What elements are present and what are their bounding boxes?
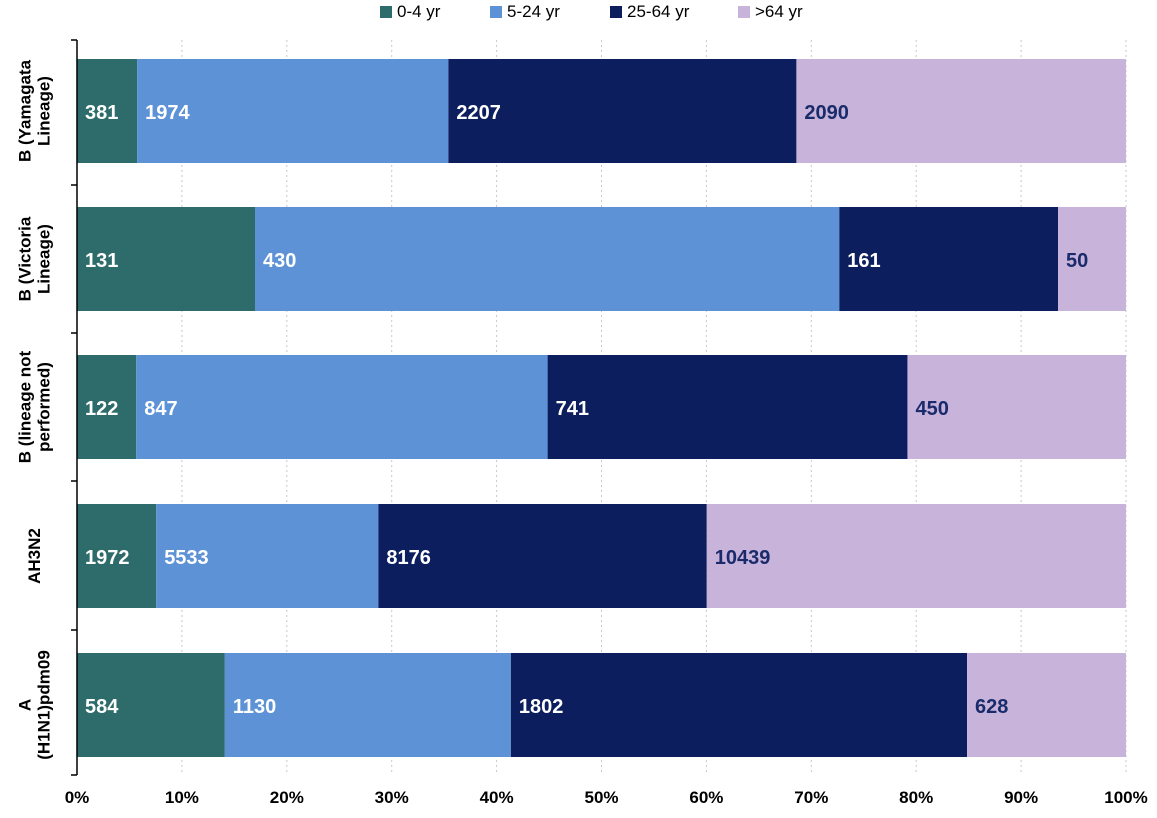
data-label: 847 — [144, 398, 177, 420]
data-label: 131 — [85, 250, 118, 272]
bar-segment — [156, 504, 379, 608]
data-label: 2207 — [456, 102, 501, 124]
data-label: 1974 — [145, 102, 190, 124]
bar-segment — [77, 59, 138, 163]
x-tick-label: 70% — [794, 788, 828, 807]
x-tick-label: 60% — [689, 788, 723, 807]
x-tick-label: 90% — [1004, 788, 1038, 807]
category-label: B (Yamagata Lineage) — [16, 59, 54, 162]
bar-segment — [77, 504, 157, 608]
data-label: 50 — [1066, 250, 1088, 272]
bar-segment — [137, 59, 449, 163]
bar-segment — [77, 355, 137, 459]
category-label-line: A — [16, 699, 35, 711]
x-tick-label: 40% — [480, 788, 514, 807]
bar-segment — [907, 355, 1126, 459]
bar-segment — [77, 207, 256, 311]
bar-segment — [448, 59, 797, 163]
bar-segment — [839, 207, 1059, 311]
x-tick-label: 80% — [899, 788, 933, 807]
category-label: AH3N2 — [25, 528, 44, 584]
data-label: 381 — [85, 102, 118, 124]
category-label: B (lineage not performed) — [16, 350, 54, 463]
bars-layer — [77, 59, 1126, 757]
category-label-line: AH3N2 — [25, 528, 44, 584]
category-label-line: Lineage) — [35, 224, 54, 294]
x-tick-label: 50% — [584, 788, 618, 807]
legend-swatch — [380, 6, 392, 18]
data-label: 1802 — [519, 696, 564, 718]
legend-swatch — [610, 6, 622, 18]
legend-label: >64 yr — [755, 2, 803, 21]
x-tick-label: 30% — [375, 788, 409, 807]
legend-swatch — [738, 6, 750, 18]
x-tick-label: 20% — [270, 788, 304, 807]
category-label: A (H1N1)pdm09 — [16, 650, 54, 760]
legend: 0-4 yr 5-24 yr 25-64 yr >64 yr — [380, 2, 803, 21]
category-label-line: B (Victoria — [16, 216, 35, 301]
category-label-line: B (Yamagata — [16, 59, 35, 162]
legend-label: 25-64 yr — [627, 2, 690, 21]
bar-segment — [706, 504, 1126, 608]
data-labels-layer: 381 1974 2207 2090 131 430 161 50 122 847 741 450 19… — [85, 102, 1088, 718]
data-label: 430 — [263, 250, 296, 272]
legend-label: 0-4 yr — [397, 2, 441, 21]
category-label-line: (H1N1)pdm09 — [35, 650, 54, 760]
bar-segment — [378, 504, 707, 608]
bar-segment — [136, 355, 548, 459]
category-label-line: B (lineage not — [16, 350, 35, 463]
category-label: B (Victoria Lineage) — [16, 216, 54, 301]
category-label-line: performed) — [35, 362, 54, 452]
x-tick-label: 100% — [1104, 788, 1147, 807]
data-label: 10439 — [715, 547, 771, 569]
x-tick-label: 10% — [165, 788, 199, 807]
category-label-line: Lineage) — [35, 76, 54, 146]
data-label: 1972 — [85, 547, 130, 569]
data-label: 584 — [85, 696, 119, 718]
bar-segment — [510, 653, 968, 757]
bar-segment — [77, 653, 225, 757]
legend-swatch — [490, 6, 502, 18]
data-label: 5533 — [164, 547, 209, 569]
data-label: 1130 — [233, 696, 276, 718]
bar-segment — [967, 653, 1126, 757]
axis-layer: 0% 10% 20% 30% 40% 50% 60% 70% 80% 90% 100% B (Yama… — [16, 39, 1148, 807]
legend-label: 5-24 yr — [507, 2, 560, 21]
data-label: 2090 — [804, 102, 849, 124]
bar-segment — [796, 59, 1126, 163]
data-label: 741 — [556, 398, 589, 420]
data-label: 8176 — [386, 547, 431, 569]
data-label: 628 — [975, 696, 1008, 718]
x-tick-label: 0% — [65, 788, 90, 807]
bar-segment — [547, 355, 908, 459]
data-label: 161 — [847, 250, 880, 272]
bar-segment — [224, 653, 511, 757]
bar-segment — [1058, 207, 1126, 311]
data-label: 450 — [915, 398, 948, 420]
data-label: 122 — [85, 398, 118, 420]
bar-segment — [255, 207, 840, 311]
